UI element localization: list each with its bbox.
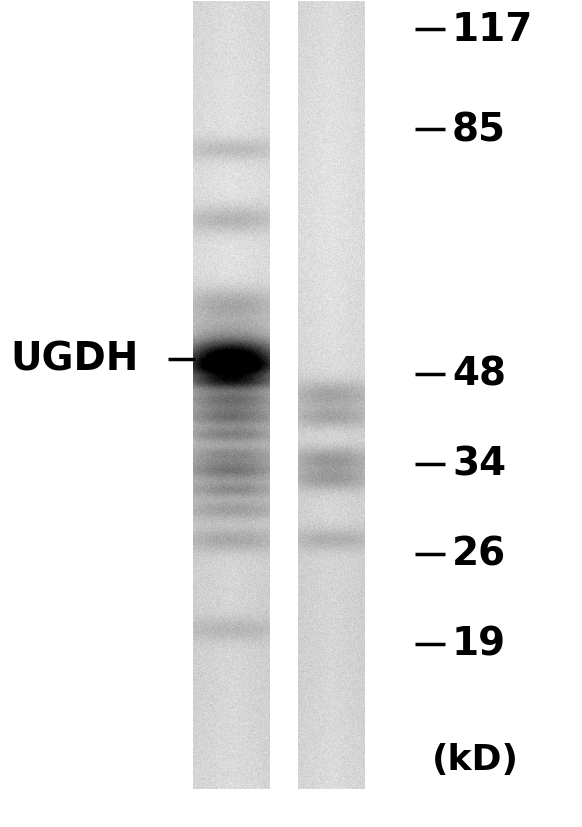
Text: UGDH: UGDH	[11, 341, 139, 379]
Text: 117: 117	[452, 11, 533, 49]
Text: 48: 48	[452, 356, 506, 394]
Text: 85: 85	[452, 111, 506, 149]
Text: (kD): (kD)	[431, 742, 519, 776]
Text: 19: 19	[452, 625, 506, 663]
Text: 26: 26	[452, 535, 506, 573]
Text: 34: 34	[452, 446, 506, 484]
